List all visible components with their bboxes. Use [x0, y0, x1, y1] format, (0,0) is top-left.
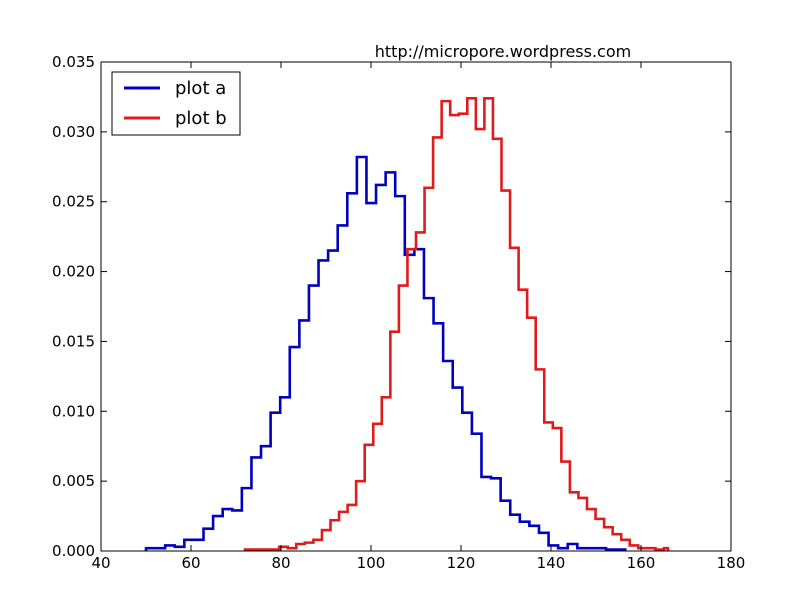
legend-box	[111, 71, 241, 136]
source-annotation: http://micropore.wordpress.com	[375, 42, 631, 61]
x-tick-label: 160	[627, 554, 656, 572]
x-tick-label: 140	[537, 554, 566, 572]
legend-label-plot-b: plot b	[175, 108, 227, 129]
y-tick-label: 0.005	[52, 472, 95, 490]
ticks-layer: 40 60 80 100 120 140 160 180 0.000 0.005 0.010 0.01…	[52, 53, 745, 572]
plot-frame	[100, 61, 732, 552]
y-tick-label: 0.000	[52, 542, 95, 560]
x-tick-label: 80	[271, 554, 290, 572]
y-tick-label: 0.030	[52, 123, 95, 141]
series-plot-a-step-line	[144, 155, 627, 551]
legend-label-plot-a: plot a	[175, 78, 226, 99]
y-tick-label: 0.010	[52, 402, 95, 420]
x-tick-label: 180	[717, 554, 746, 572]
x-tick-label: 60	[181, 554, 200, 572]
y-tick-label: 0.035	[52, 53, 95, 71]
x-tick-label: 40	[91, 554, 110, 572]
legend: plot a plot b	[111, 71, 241, 136]
y-tick-label: 0.025	[52, 193, 95, 211]
series-layer	[144, 97, 670, 551]
x-tick-label: 100	[357, 554, 386, 572]
series-plot-b-step-line	[243, 97, 670, 551]
y-tick-label: 0.015	[52, 332, 95, 350]
y-tick-label: 0.020	[52, 263, 95, 281]
x-tick-label: 120	[447, 554, 476, 572]
